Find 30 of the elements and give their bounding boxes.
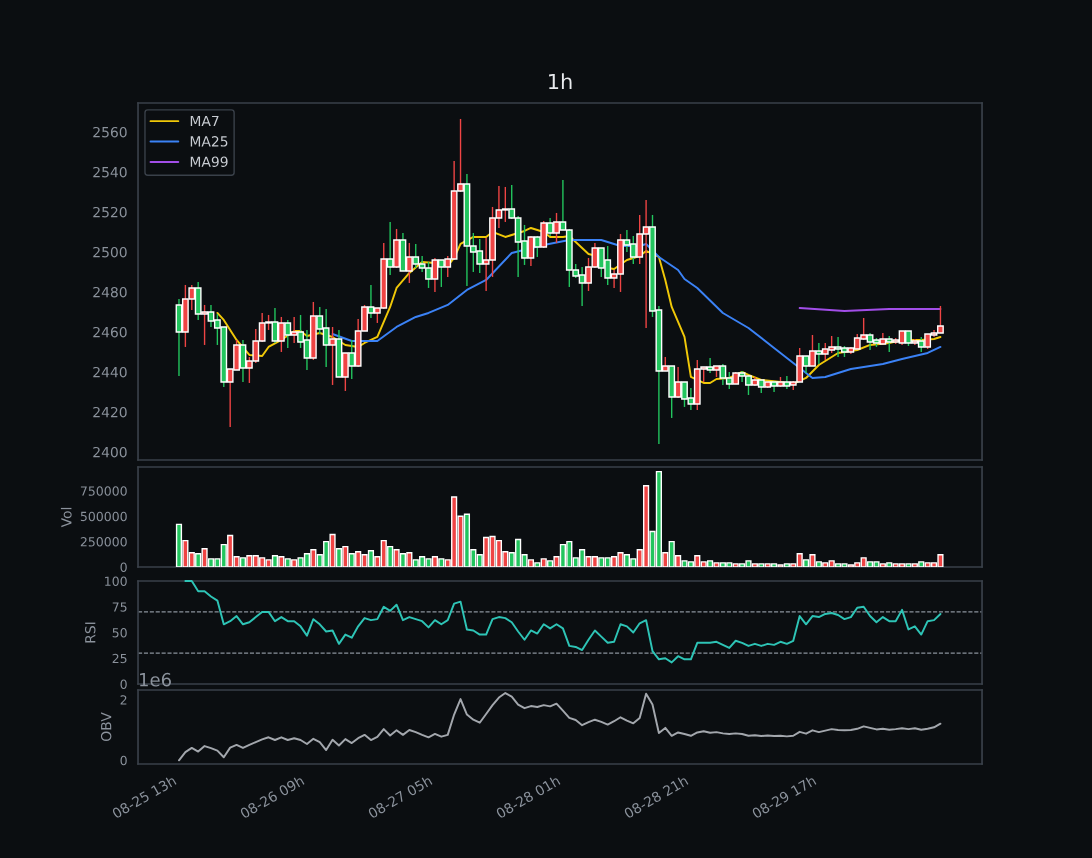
- y-tick-label: 2460: [93, 326, 127, 338]
- y-tick-label: 0: [120, 679, 127, 689]
- y-tick-label: 2440: [93, 366, 127, 378]
- y-tick-label: 2: [120, 695, 127, 705]
- y-tick-label: 750000: [80, 486, 127, 496]
- y-axis-title: RSI: [85, 622, 96, 643]
- y-tick-label: 2560: [93, 126, 127, 138]
- legend-label: MA25: [190, 136, 228, 147]
- y-tick-label: 0: [120, 755, 127, 766]
- line-series: [178, 692, 942, 762]
- line-series: [184, 580, 942, 664]
- legend-label: MA99: [190, 156, 228, 167]
- y-tick-label: 500000: [80, 511, 127, 522]
- annotation: 1e6: [140, 672, 171, 687]
- y-tick-label: 2480: [93, 286, 127, 298]
- y-axis-title: OBV: [100, 712, 112, 741]
- y-tick-label: 50: [112, 627, 127, 638]
- y-tick-label: 2420: [93, 406, 127, 418]
- chart-title: 1h: [549, 73, 572, 90]
- y-tick-label: 2540: [93, 166, 127, 178]
- y-axis-title: Vol: [60, 507, 72, 528]
- y-tick-label: 250000: [80, 537, 127, 547]
- y-tick-label: 25: [112, 653, 127, 664]
- y-tick-label: 2500: [93, 246, 127, 258]
- y-tick-label: 2520: [93, 206, 127, 218]
- y-tick-label: 2400: [93, 446, 127, 458]
- y-tick-label: 75: [112, 602, 127, 612]
- legend-label: MA7: [190, 115, 219, 127]
- y-tick-label: 0: [120, 562, 127, 572]
- y-tick-label: 100: [105, 576, 127, 586]
